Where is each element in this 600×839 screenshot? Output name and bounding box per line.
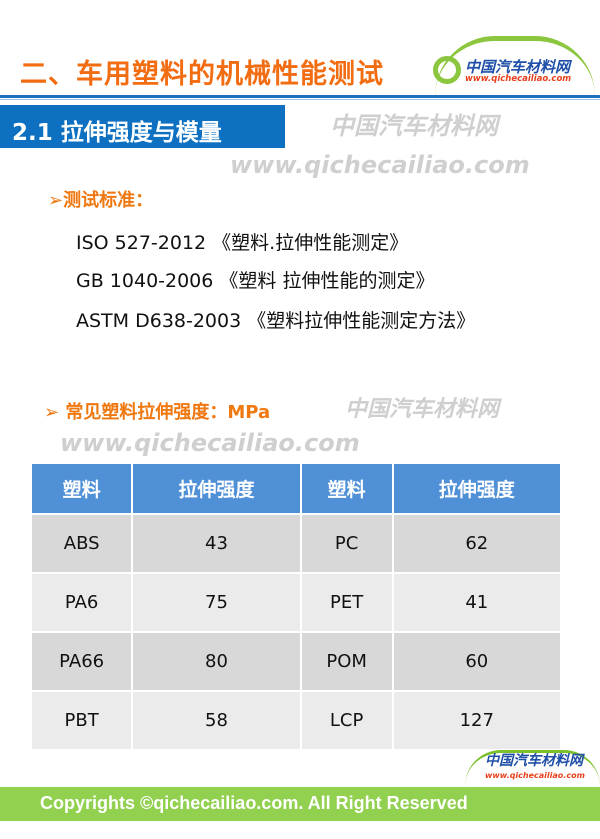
logo-url: www.qichecailiao.com [485, 771, 585, 780]
table-cell: 58 [131, 690, 302, 751]
standard-item: GB 1040-2006 《塑料 拉伸性能的测定》 [76, 270, 435, 292]
table-cell: 75 [131, 572, 302, 633]
watermark-cn: 中国汽车材料网 [330, 112, 498, 140]
table-cell: 60 [391, 631, 563, 692]
column-header: 塑料 [299, 462, 394, 515]
table-cell: PA6 [29, 572, 134, 633]
footer-copyright: Copyrights ©qichecailiao.com. All Right … [0, 787, 600, 821]
table-cell: PC [299, 513, 394, 574]
watermark-url-2: www.qichecailiao.com [60, 429, 360, 457]
logo-arc-icon [465, 750, 600, 786]
logo-text: 中国汽车材料网 [485, 753, 583, 769]
standards-heading: ➢测试标准： [48, 190, 154, 211]
table-cell: 43 [131, 513, 302, 574]
table-row: ABS 43 PC 62 [29, 513, 563, 574]
table-cell: 62 [391, 513, 563, 574]
table-row: PBT 58 LCP 127 [29, 690, 563, 751]
table-cell: 80 [131, 631, 302, 692]
table-row: PA6 75 PET 41 [29, 572, 563, 633]
table-cell: 41 [391, 572, 563, 633]
logo-url: www.qichecailiao.com [465, 74, 572, 84]
standard-item: ASTM D638-2003 《塑料拉伸性能测定方法》 [76, 310, 476, 332]
tensile-strength-table: 塑料 拉伸强度 塑料 拉伸强度 ABS 43 PC 62 PA6 75 PET 41 PA6… [29, 462, 563, 751]
table-cell: ABS [29, 513, 134, 574]
column-header: 塑料 [29, 462, 134, 515]
table-row: PA66 80 POM 60 [29, 631, 563, 692]
site-logo: 中国汽车材料网 www.qichecailiao.com [425, 36, 597, 84]
logo-q-icon [433, 56, 461, 84]
logo-text: 中国汽车材料网 [465, 58, 571, 76]
standard-item: ISO 527-2012 《塑料.拉伸性能测定》 [76, 232, 409, 254]
footer-logo: 中国汽车材料网 www.qichecailiao.com [455, 750, 600, 786]
logo-arc-icon [435, 36, 595, 96]
table-cell: 127 [391, 690, 563, 751]
watermark-url: www.qichecailiao.com [230, 151, 530, 179]
table-cell: PBT [29, 690, 134, 751]
page-title: 二、车用塑料的机械性能测试 [20, 59, 384, 90]
column-header: 拉伸强度 [131, 462, 302, 515]
strength-heading: ➢ 常见塑料拉伸强度：MPa [44, 402, 271, 423]
table-cell: PA66 [29, 631, 134, 692]
table-cell: PET [299, 572, 394, 633]
column-header: 拉伸强度 [391, 462, 563, 515]
section-title: 2.1 拉伸强度与模量 [0, 105, 285, 148]
header-divider [0, 95, 600, 98]
watermark-cn-2: 中国汽车材料网 [345, 397, 500, 422]
table-header-row: 塑料 拉伸强度 塑料 拉伸强度 [29, 462, 563, 515]
table-cell: LCP [299, 690, 394, 751]
table-cell: POM [299, 631, 394, 692]
header-divider-thin [0, 99, 600, 100]
